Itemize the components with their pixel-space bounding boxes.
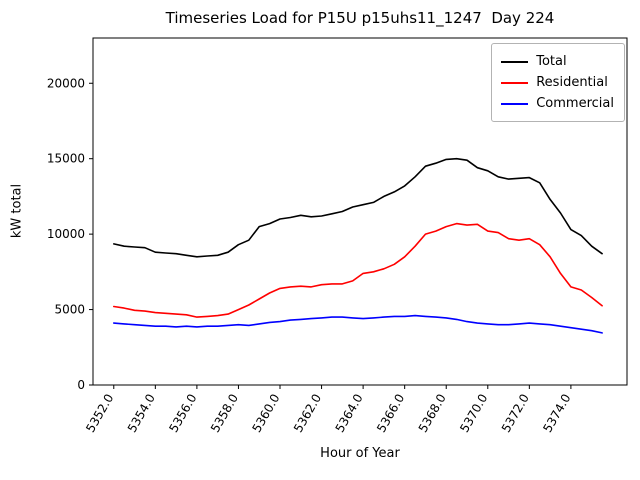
legend-label-residential: Residential [536,75,608,90]
plot-frame [92,37,628,386]
x-tick-label: 5360.0 [249,392,282,435]
y-tick-label: 15000 [47,152,85,166]
x-tick-label: 5370.0 [457,392,490,435]
x-tick-label: 5374.0 [540,392,573,435]
chart-title: Timeseries Load for P15U p15uhs11_1247 D… [165,9,555,27]
legend-label-total: Total [536,54,567,69]
y-tick-label: 0 [77,378,85,392]
x-axis-label: Hour of Year [320,446,400,461]
x-tick-label: 5372.0 [499,392,532,435]
x-tick-label: 5356.0 [166,392,199,435]
commercial-line-swatch [501,102,529,105]
series-line-total [113,157,603,258]
residential-line-swatch [501,81,529,84]
legend-item-total: Total [501,51,614,72]
total-line-swatch [501,60,529,63]
y-tick-label: 10000 [47,227,85,241]
x-tick-label: 5364.0 [333,392,366,435]
legend-item-commercial: Commercial [501,93,614,114]
x-tick-label: 5368.0 [416,392,449,435]
y-tick-label: 5000 [54,303,85,317]
x-tick-label: 5358.0 [208,392,241,435]
x-tick-label: 5352.0 [83,392,116,435]
y-axis-label: kW total [9,183,25,239]
legend-label-commercial: Commercial [536,96,614,111]
legend: Total Residential Commercial [491,43,625,122]
series-line-residential [113,222,603,318]
x-tick-label: 5366.0 [374,392,407,435]
series-line-commercial [113,314,603,334]
y-tick-label: 20000 [47,76,85,90]
x-tick-label: 5354.0 [125,392,158,435]
x-tick-label: 5362.0 [291,392,324,435]
legend-item-residential: Residential [501,72,614,93]
